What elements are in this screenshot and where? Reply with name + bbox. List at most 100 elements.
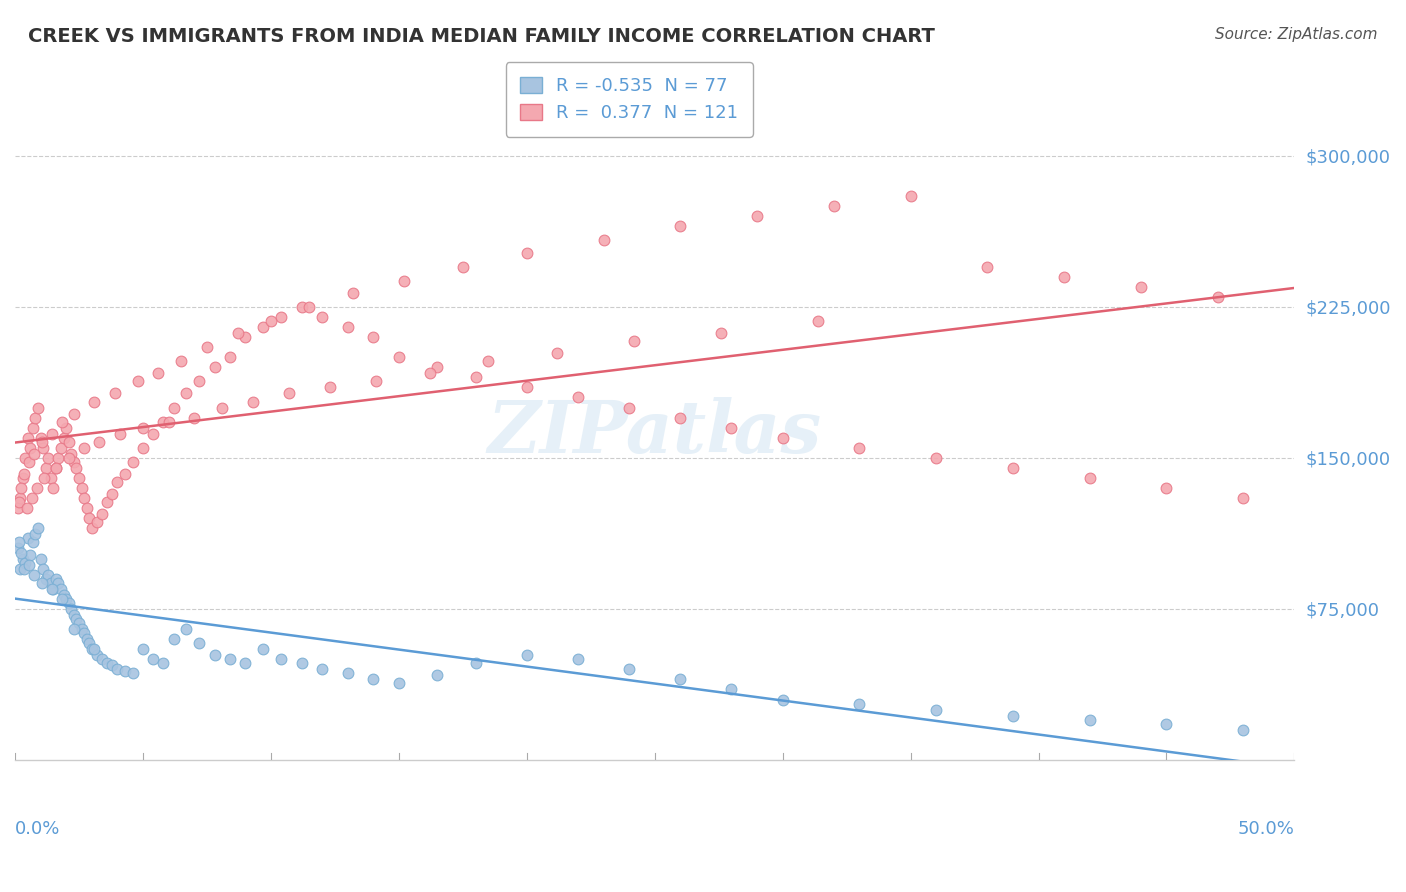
Point — [710, 326, 733, 340]
Point — [73, 626, 96, 640]
Text: 0.0%: 0.0% — [15, 821, 60, 838]
Point — [21, 535, 44, 549]
Point — [132, 420, 155, 434]
Point — [51, 415, 73, 429]
Point — [720, 420, 742, 434]
Point — [127, 375, 149, 389]
Point — [1078, 471, 1101, 485]
Point — [669, 673, 692, 687]
Point — [464, 370, 486, 384]
Point — [101, 487, 124, 501]
Point — [188, 375, 211, 389]
Point — [32, 561, 55, 575]
Point — [592, 234, 614, 248]
Point — [108, 426, 131, 441]
Point — [233, 330, 256, 344]
Point — [132, 441, 155, 455]
Point — [31, 434, 53, 449]
Text: ZIPatlas: ZIPatlas — [488, 397, 821, 468]
Point — [76, 501, 98, 516]
Text: 50.0%: 50.0% — [1237, 821, 1295, 838]
Point — [546, 346, 568, 360]
Point — [298, 300, 321, 314]
Point — [219, 350, 242, 364]
Point — [361, 330, 384, 344]
Point — [252, 642, 274, 657]
Point — [76, 632, 98, 646]
Point — [8, 561, 31, 575]
Point — [39, 471, 62, 485]
Legend: R = -0.535  N = 77, R =  0.377  N = 121: R = -0.535 N = 77, R = 0.377 N = 121 — [506, 62, 752, 136]
Point — [86, 648, 108, 663]
Point — [277, 386, 299, 401]
Point — [617, 401, 640, 415]
Point — [204, 360, 226, 375]
Point — [89, 434, 111, 449]
Point — [17, 431, 39, 445]
Point — [388, 350, 411, 364]
Point — [319, 380, 342, 394]
Point — [60, 447, 83, 461]
Point — [8, 491, 31, 505]
Point — [35, 461, 58, 475]
Point — [20, 548, 42, 562]
Point — [10, 481, 32, 495]
Point — [623, 334, 645, 348]
Point — [1156, 716, 1178, 731]
Point — [6, 501, 28, 516]
Point — [7, 495, 30, 509]
Point — [63, 622, 86, 636]
Point — [45, 572, 67, 586]
Point — [24, 527, 46, 541]
Point — [91, 652, 114, 666]
Point — [42, 481, 65, 495]
Point — [77, 636, 100, 650]
Point — [336, 666, 359, 681]
Point — [42, 582, 65, 596]
Point — [188, 636, 211, 650]
Point — [1129, 279, 1152, 293]
Point — [24, 410, 46, 425]
Point — [101, 658, 124, 673]
Point — [1156, 481, 1178, 495]
Point — [22, 447, 45, 461]
Point — [58, 596, 80, 610]
Point — [311, 662, 333, 676]
Point — [18, 558, 41, 572]
Point — [37, 450, 59, 465]
Point — [848, 697, 870, 711]
Point — [772, 692, 794, 706]
Text: CREEK VS IMMIGRANTS FROM INDIA MEDIAN FAMILY INCOME CORRELATION CHART: CREEK VS IMMIGRANTS FROM INDIA MEDIAN FA… — [28, 27, 935, 45]
Point — [132, 642, 155, 657]
Point — [925, 450, 948, 465]
Point — [49, 582, 72, 596]
Point — [121, 666, 143, 681]
Point — [392, 274, 415, 288]
Point — [96, 657, 118, 671]
Point — [105, 662, 128, 676]
Point — [32, 441, 55, 455]
Point — [617, 662, 640, 676]
Point — [15, 501, 38, 516]
Point — [51, 591, 73, 606]
Point — [451, 260, 474, 274]
Point — [14, 556, 37, 570]
Point — [426, 360, 449, 375]
Point — [27, 401, 49, 415]
Point — [63, 407, 86, 421]
Point — [211, 401, 233, 415]
Point — [91, 508, 114, 522]
Point — [65, 461, 87, 475]
Point — [1206, 290, 1229, 304]
Point — [252, 320, 274, 334]
Point — [290, 657, 312, 671]
Point — [17, 532, 39, 546]
Point — [1078, 713, 1101, 727]
Point — [669, 219, 692, 234]
Point — [35, 572, 58, 586]
Point — [426, 668, 449, 682]
Point — [39, 575, 62, 590]
Point — [73, 491, 96, 505]
Point — [58, 450, 80, 465]
Point — [669, 410, 692, 425]
